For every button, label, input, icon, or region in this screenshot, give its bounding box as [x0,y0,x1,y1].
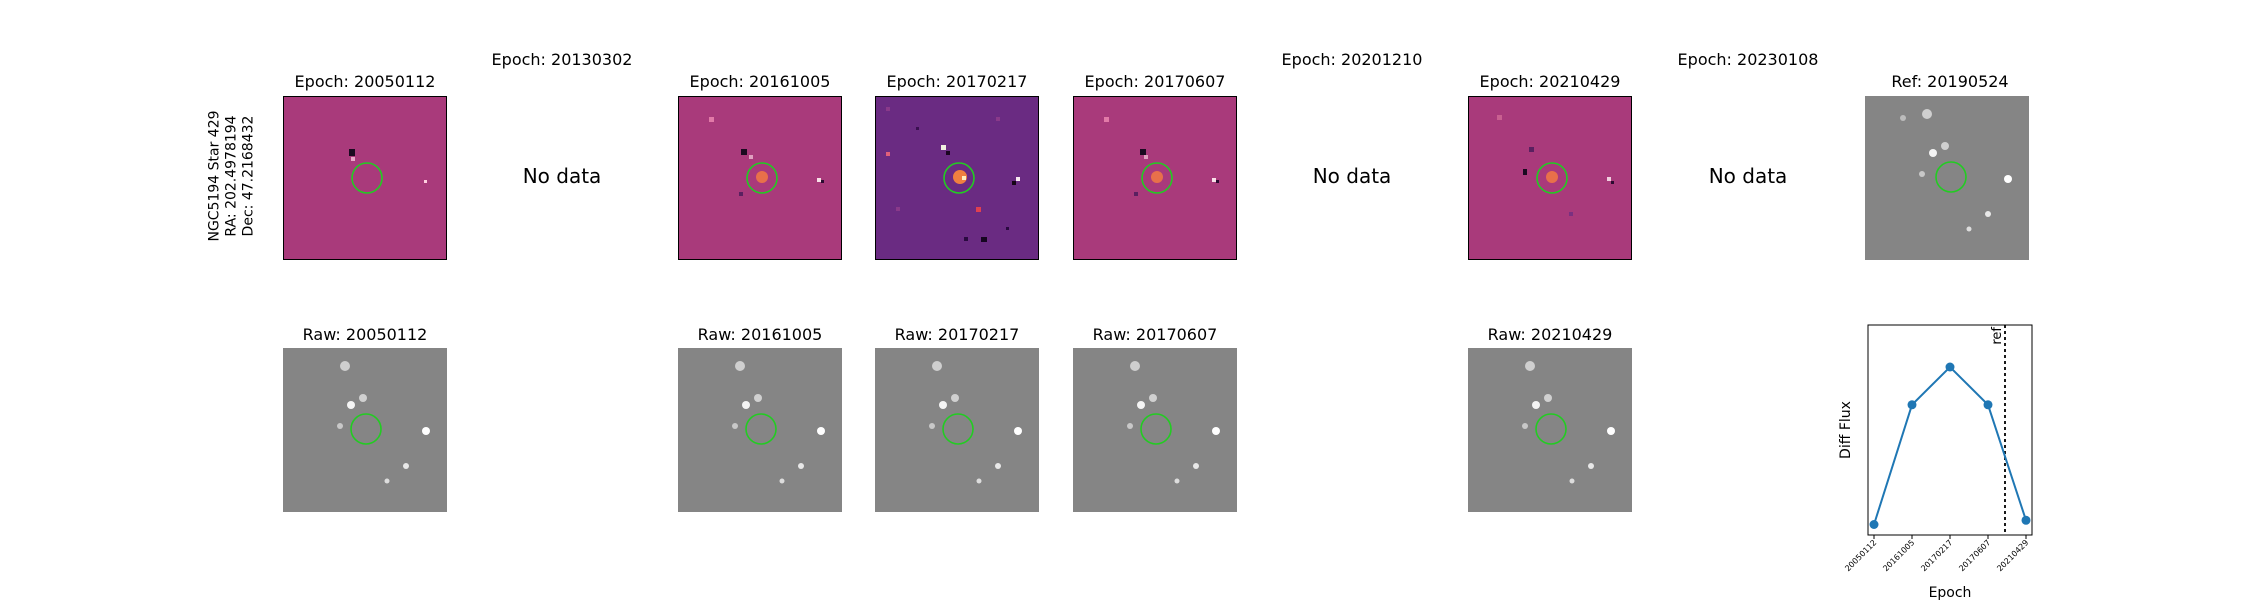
target-label: NGC5194 Star 429 RA: 202.4978194 Dec: 47… [207,110,258,241]
data-point-20210429 [2021,515,2031,525]
no-data-20201210: No data [1312,164,1392,188]
raw-image-20210429 [1468,348,1632,512]
diff-image-20210429 [1468,96,1632,260]
x-tick-label-20170217: 20170217 [1919,538,1954,573]
aperture-circle [1141,162,1173,194]
target-dec: Dec: 47.2168432 [240,115,257,237]
target-ra: RA: 202.4978194 [223,115,240,237]
data-point-20170217 [1945,362,1955,372]
aperture-circle [943,162,975,194]
x-tick-label-20210429: 20210429 [1995,538,2030,573]
raw-title-20050112: Raw: 20050112 [302,325,428,344]
x-tick-label-20050112: 20050112 [1843,538,1878,573]
plot-frame [1867,324,2033,536]
raw-image-20161005 [678,348,842,512]
aperture-circle [1536,162,1568,194]
diff-image-20050112 [283,96,447,260]
epoch-title-20201210: Epoch: 20201210 [1281,50,1423,69]
aperture-circle [942,413,974,445]
data-point-20050112 [1869,520,1879,529]
epoch-title-20050112: Epoch: 20050112 [294,72,436,91]
epoch-title-20130302: Epoch: 20130302 [491,50,633,69]
ref-label: ref [1990,327,2005,345]
aperture-circle [350,413,382,445]
raw-title-20170607: Raw: 20170607 [1092,325,1218,344]
raw-title-20161005: Raw: 20161005 [697,325,823,344]
diff-image-20170607 [1073,96,1237,260]
x-axis-label: Epoch [1929,585,1972,600]
diff-image-20170217 [875,96,1039,260]
raw-image-20170607 [1073,348,1237,512]
light-curve-chart: ref 20050112 20161005 20170217 20170607 2021… [1838,324,2033,600]
ref-image [1865,96,2029,260]
diff-image-20161005 [678,96,842,260]
ref-title: Ref: 20190524 [1891,72,2009,91]
aperture-circle [746,162,778,194]
x-tick-label-20170607: 20170607 [1957,538,1992,573]
raw-image-20170217 [875,348,1039,512]
raw-title-20170217: Raw: 20170217 [894,325,1020,344]
light-curve-svg: ref 20050112 20161005 20170217 20170607 2021… [1838,324,2033,600]
epoch-title-20170217: Epoch: 20170217 [886,72,1028,91]
epoch-title-20170607: Epoch: 20170607 [1084,72,1226,91]
no-data-20130302: No data [522,164,602,188]
data-point-20170607 [1983,400,1993,410]
raw-image-20050112 [283,348,447,512]
aperture-circle [745,413,777,445]
epoch-title-20210429: Epoch: 20210429 [1479,72,1621,91]
epoch-title-20230108: Epoch: 20230108 [1677,50,1819,69]
x-tick-label-20161005: 20161005 [1881,538,1916,573]
aperture-circle [351,162,383,194]
aperture-circle [1535,413,1567,445]
aperture-circle [1140,413,1172,445]
aperture-circle [1935,161,1967,193]
data-point-20161005 [1907,400,1917,410]
y-axis-label: Diff Flux [1838,401,1854,459]
target-name: NGC5194 Star 429 [206,110,223,242]
no-data-20230108: No data [1708,164,1788,188]
raw-title-20210429: Raw: 20210429 [1487,325,1613,344]
series-line [1873,365,2027,525]
epoch-title-20161005: Epoch: 20161005 [689,72,831,91]
